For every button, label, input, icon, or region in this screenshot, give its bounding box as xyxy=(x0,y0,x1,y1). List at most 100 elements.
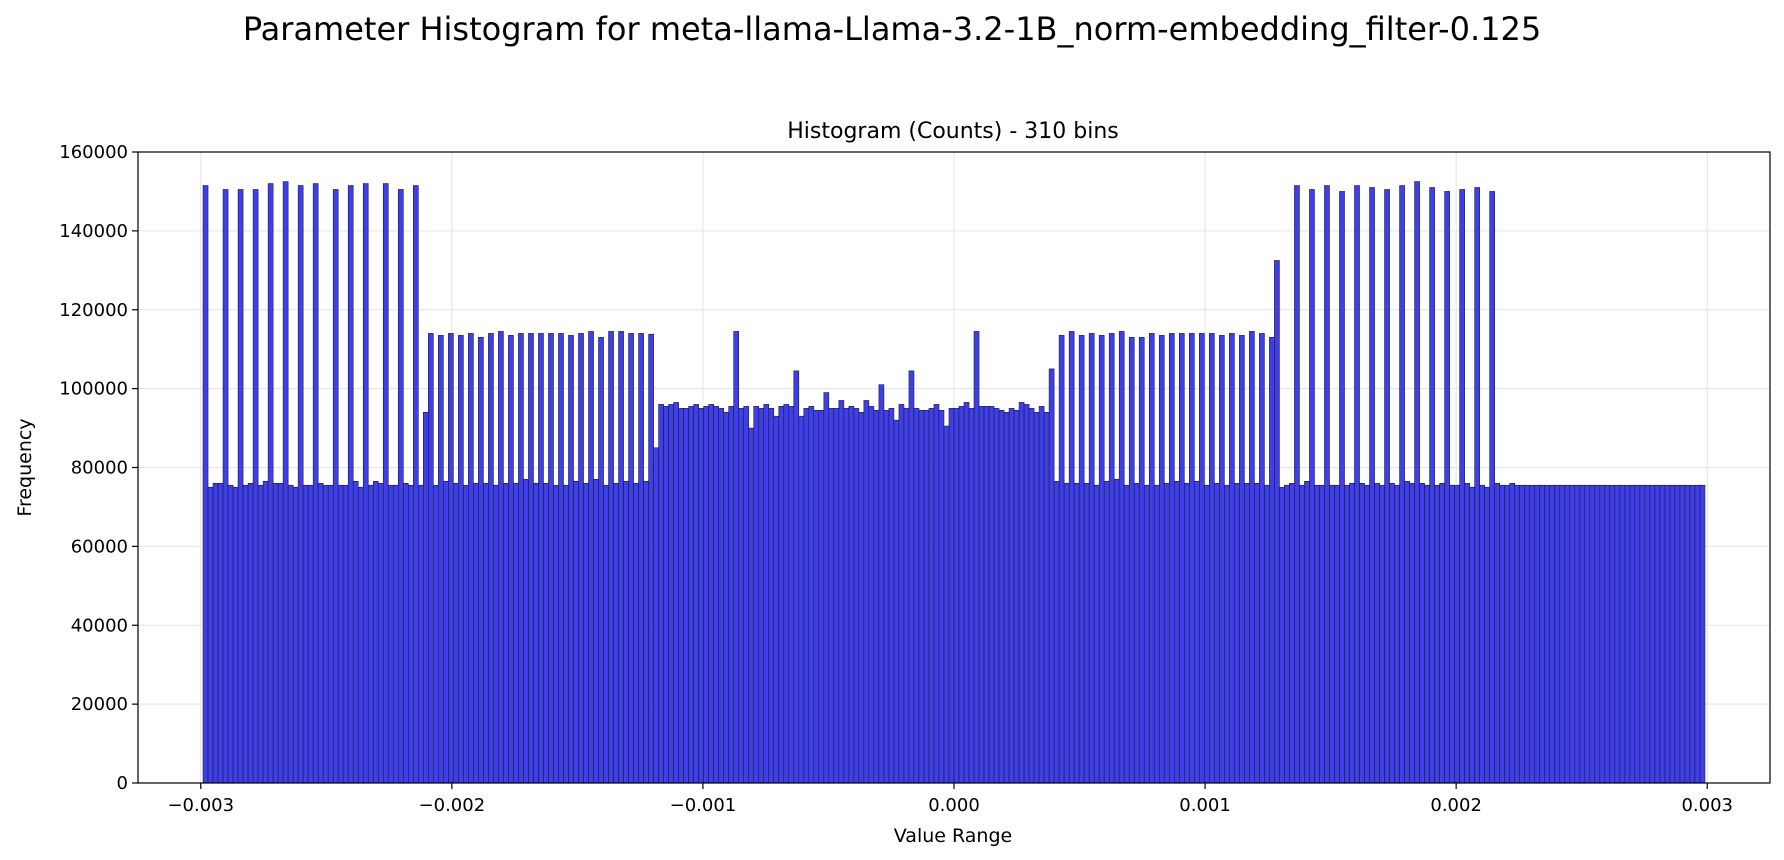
histogram-bar xyxy=(1679,484,1686,784)
histogram-bar xyxy=(367,484,374,784)
histogram-bar xyxy=(1504,484,1511,784)
histogram-bar xyxy=(448,333,454,784)
histogram-bar xyxy=(1469,486,1475,784)
histogram-bar xyxy=(1113,479,1120,784)
histogram-bar xyxy=(458,335,464,784)
histogram-bar xyxy=(618,331,624,784)
y-tick-label: 40000 xyxy=(71,615,128,636)
histogram-bar xyxy=(913,408,920,784)
histogram-bar xyxy=(252,189,259,784)
histogram-bar xyxy=(1689,484,1696,784)
histogram-bar xyxy=(608,331,614,784)
histogram-bar xyxy=(1108,333,1115,784)
histogram-bar xyxy=(698,408,704,784)
histogram-bar xyxy=(1133,482,1140,784)
histogram-bar xyxy=(823,392,830,784)
histogram-bar xyxy=(1234,482,1240,784)
histogram-bar xyxy=(793,370,800,784)
histogram-bar xyxy=(508,335,514,784)
histogram-bar xyxy=(1158,335,1165,784)
histogram-bar xyxy=(488,333,494,784)
histogram-bar xyxy=(1569,484,1576,784)
histogram-bar xyxy=(1389,482,1395,784)
histogram-bar xyxy=(428,333,434,784)
histogram-bar xyxy=(342,484,349,784)
histogram-bar xyxy=(267,183,274,784)
histogram-bar xyxy=(377,482,384,784)
histogram-bar xyxy=(1509,482,1516,784)
histogram-bar xyxy=(453,482,459,784)
histogram-bar xyxy=(788,406,795,784)
histogram-bar xyxy=(1659,484,1666,784)
histogram-bar xyxy=(663,406,669,784)
histogram-bar xyxy=(883,410,890,784)
histogram-bar xyxy=(578,333,584,784)
histogram-bar xyxy=(1143,484,1150,784)
histogram-bar xyxy=(1229,333,1235,784)
histogram-bar xyxy=(1459,189,1465,784)
x-tick-label: −0.003 xyxy=(167,795,234,816)
histogram-bar xyxy=(1419,482,1425,784)
histogram-bar xyxy=(1043,411,1050,784)
histogram-bar xyxy=(1274,260,1280,784)
histogram-bar xyxy=(758,408,765,784)
histogram-bar xyxy=(407,484,414,784)
histogram-bar xyxy=(352,481,359,784)
histogram-bar xyxy=(1544,484,1551,784)
histogram-bar xyxy=(1329,484,1335,784)
histogram-bar xyxy=(1214,482,1220,784)
histogram-bar xyxy=(1434,484,1440,784)
histogram-bar xyxy=(858,411,865,784)
histogram-bar xyxy=(828,408,835,784)
histogram-bar xyxy=(1018,402,1025,784)
histogram-bar xyxy=(898,404,905,784)
histogram-bar xyxy=(227,484,234,784)
histogram-bar xyxy=(533,482,539,784)
histogram-bar xyxy=(272,482,279,784)
histogram-bar xyxy=(873,410,880,784)
histogram-bar xyxy=(1153,484,1160,784)
histogram-bar xyxy=(207,486,214,784)
histogram-bar xyxy=(327,484,334,784)
histogram-bar xyxy=(903,408,910,784)
y-axis-label: Frequency xyxy=(14,418,36,516)
histogram-bar xyxy=(743,406,750,784)
histogram-bar xyxy=(1219,335,1225,784)
histogram-bar xyxy=(1003,411,1010,784)
histogram-bar xyxy=(1359,482,1365,784)
histogram-bar xyxy=(1344,484,1350,784)
histogram-bar xyxy=(1454,484,1460,784)
histogram-bar xyxy=(1118,331,1125,784)
histogram-bar xyxy=(247,482,254,784)
histogram-bar xyxy=(1499,484,1506,784)
histogram-bar xyxy=(803,408,810,784)
histogram-bar xyxy=(1189,333,1195,784)
histogram-bar xyxy=(1564,484,1571,784)
histogram-bar xyxy=(1209,333,1215,784)
y-tick-label: 120000 xyxy=(59,300,128,321)
y-tick-label: 0 xyxy=(117,773,128,794)
histogram-bar xyxy=(558,333,564,784)
histogram-bar xyxy=(1599,484,1606,784)
histogram-bar xyxy=(1249,331,1255,784)
histogram-bar xyxy=(1554,484,1561,784)
histogram-bar xyxy=(1494,482,1501,784)
histogram-bar xyxy=(1259,333,1265,784)
histogram-bar xyxy=(848,406,855,784)
histogram-bar xyxy=(1324,185,1330,784)
histogram-bar xyxy=(683,408,689,784)
histogram-bar xyxy=(1539,484,1546,784)
histogram-bar xyxy=(838,400,845,784)
histogram-bar xyxy=(1529,484,1536,784)
histogram-bar xyxy=(1264,484,1270,784)
histogram-bar xyxy=(433,484,439,784)
histogram-bar xyxy=(402,482,409,784)
histogram-bar xyxy=(212,482,219,784)
histogram-bar xyxy=(237,189,244,784)
histogram-bar xyxy=(372,481,379,784)
histogram-bar xyxy=(347,185,354,784)
histogram-bar xyxy=(963,402,970,784)
histogram-bar xyxy=(853,408,860,784)
x-tick-label: 0.003 xyxy=(1681,795,1733,816)
histogram-bar xyxy=(1224,484,1230,784)
